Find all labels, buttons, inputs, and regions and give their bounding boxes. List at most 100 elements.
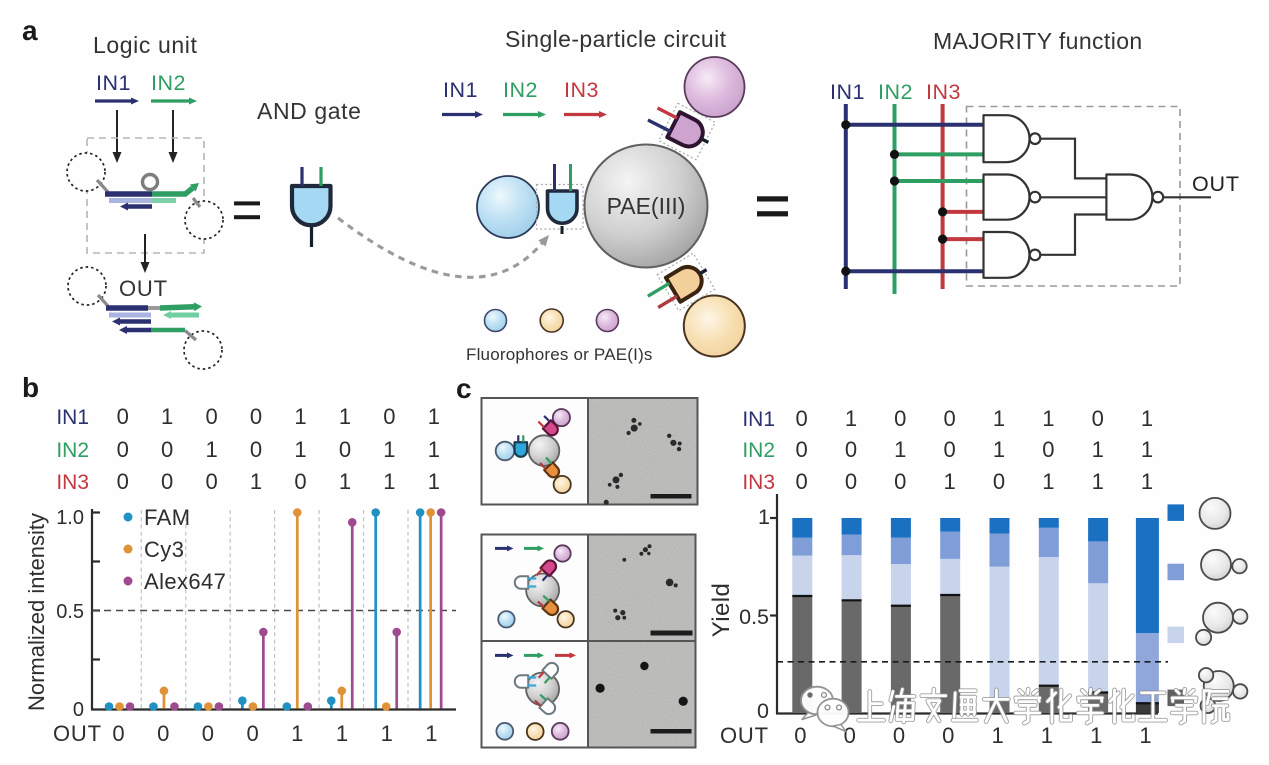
svg-text:0: 0 [944, 437, 956, 462]
svg-text:a: a [22, 15, 38, 46]
svg-text:0: 0 [894, 469, 906, 494]
svg-text:1: 1 [339, 469, 351, 494]
svg-text:0: 0 [161, 469, 173, 494]
svg-text:FAM: FAM [144, 505, 190, 530]
svg-text:1: 1 [993, 406, 1005, 431]
svg-text:1: 1 [845, 406, 857, 431]
svg-text:0: 0 [250, 404, 262, 429]
svg-text:0: 0 [117, 404, 129, 429]
svg-text:1: 1 [1042, 406, 1054, 431]
svg-text:1: 1 [428, 404, 440, 429]
svg-text:0: 0 [246, 721, 258, 746]
svg-text:0: 0 [112, 721, 124, 746]
svg-text:IN2: IN2 [151, 71, 186, 95]
svg-text:1: 1 [428, 437, 440, 462]
svg-text:0: 0 [944, 406, 956, 431]
svg-text:1: 1 [425, 721, 437, 746]
svg-text:0: 0 [993, 469, 1005, 494]
svg-text:Single-particle circuit: Single-particle circuit [505, 26, 727, 52]
svg-text:0: 0 [942, 723, 954, 748]
svg-text:IN1: IN1 [742, 408, 775, 431]
svg-text:MAJORITY function: MAJORITY function [933, 28, 1143, 54]
svg-text:1: 1 [1141, 469, 1153, 494]
svg-text:Normalized intensity: Normalized intensity [24, 513, 49, 711]
svg-text:0: 0 [117, 469, 129, 494]
svg-text:1.0: 1.0 [56, 507, 84, 529]
svg-text:1: 1 [993, 437, 1005, 462]
svg-text:1: 1 [339, 404, 351, 429]
svg-text:OUT: OUT [1192, 172, 1240, 196]
svg-text:0: 0 [339, 437, 351, 462]
svg-text:1: 1 [991, 723, 1003, 748]
svg-text:IN3: IN3 [926, 80, 961, 104]
svg-text:0: 0 [845, 469, 857, 494]
svg-text:0: 0 [757, 699, 769, 723]
svg-text:1: 1 [894, 437, 906, 462]
svg-text:0: 0 [157, 721, 169, 746]
svg-text:0: 0 [845, 437, 857, 462]
svg-text:Logic unit: Logic unit [93, 32, 197, 58]
svg-text:0: 0 [202, 721, 214, 746]
svg-text:1: 1 [294, 404, 306, 429]
svg-text:0: 0 [250, 437, 262, 462]
svg-text:0: 0 [894, 406, 906, 431]
svg-text:1: 1 [383, 469, 395, 494]
svg-text:0.5: 0.5 [739, 605, 769, 629]
svg-text:1: 1 [1139, 723, 1151, 748]
svg-text:IN1: IN1 [443, 78, 478, 102]
svg-text:0: 0 [844, 723, 856, 748]
svg-text:0: 0 [383, 404, 395, 429]
svg-text:IN2: IN2 [742, 439, 775, 462]
svg-text:1: 1 [1090, 723, 1102, 748]
svg-text:IN2: IN2 [878, 80, 913, 104]
svg-text:1: 1 [381, 721, 393, 746]
svg-text:IN3: IN3 [742, 471, 775, 494]
svg-text:Cy3: Cy3 [144, 537, 184, 562]
svg-text:Yield: Yield [708, 583, 735, 637]
svg-text:Fluorophores or PAE(I)s: Fluorophores or PAE(I)s [466, 345, 653, 364]
svg-text:0: 0 [294, 469, 306, 494]
svg-text:0: 0 [795, 406, 807, 431]
svg-text:PAE(III): PAE(III) [607, 193, 686, 219]
svg-text:IN1: IN1 [830, 80, 865, 104]
svg-text:OUT: OUT [53, 721, 102, 746]
svg-text:0: 0 [73, 699, 84, 721]
svg-text:1: 1 [1092, 469, 1104, 494]
svg-text:IN3: IN3 [56, 471, 89, 494]
svg-text:OUT: OUT [119, 276, 168, 301]
svg-text:1: 1 [383, 437, 395, 462]
svg-text:IN2: IN2 [56, 439, 89, 462]
svg-text:1: 1 [758, 505, 770, 529]
svg-text:1: 1 [336, 721, 348, 746]
svg-text:IN1: IN1 [56, 406, 89, 429]
svg-text:c: c [456, 373, 472, 404]
svg-text:1: 1 [291, 721, 303, 746]
svg-text:1: 1 [1092, 437, 1104, 462]
svg-text:0.5: 0.5 [56, 601, 84, 623]
svg-text:Alex647: Alex647 [144, 569, 226, 594]
svg-text:OUT: OUT [720, 723, 769, 748]
svg-text:1: 1 [294, 437, 306, 462]
svg-text:0: 0 [893, 723, 905, 748]
svg-text:0: 0 [205, 404, 217, 429]
svg-text:1: 1 [161, 404, 173, 429]
svg-text:1: 1 [1141, 406, 1153, 431]
svg-text:1: 1 [1042, 469, 1054, 494]
svg-text:IN3: IN3 [564, 78, 599, 102]
svg-text:1: 1 [428, 469, 440, 494]
svg-text:1: 1 [250, 469, 262, 494]
svg-text:0: 0 [161, 437, 173, 462]
svg-text:1: 1 [205, 437, 217, 462]
svg-text:0: 0 [1042, 437, 1054, 462]
svg-text:0: 0 [205, 469, 217, 494]
svg-text:0: 0 [1092, 406, 1104, 431]
svg-text:0: 0 [794, 723, 806, 748]
svg-text:0: 0 [117, 437, 129, 462]
svg-text:1: 1 [1141, 437, 1153, 462]
svg-text:b: b [22, 372, 39, 403]
svg-text:0: 0 [795, 437, 807, 462]
svg-text:IN2: IN2 [503, 78, 538, 102]
svg-text:0: 0 [795, 469, 807, 494]
svg-text:1: 1 [944, 469, 956, 494]
svg-text:1: 1 [1041, 723, 1053, 748]
